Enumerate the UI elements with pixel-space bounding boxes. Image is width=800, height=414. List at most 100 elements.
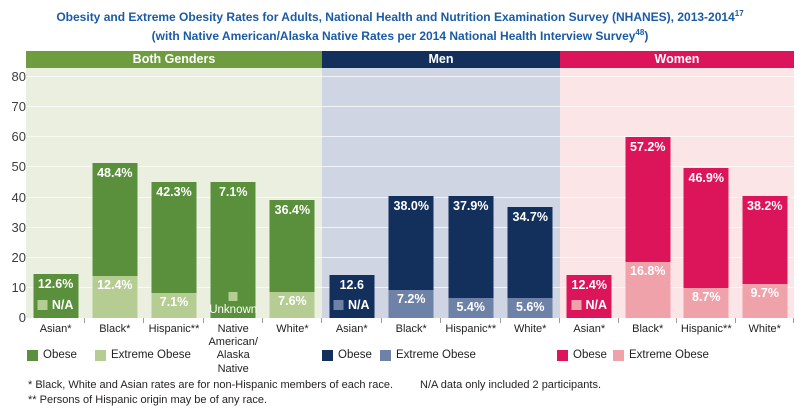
bar-value-label: 34.7% bbox=[512, 210, 548, 224]
extreme-obese-segment: 8.7% bbox=[683, 288, 729, 318]
grid-line bbox=[560, 106, 794, 108]
extreme-value-label: 9.7% bbox=[750, 286, 780, 300]
bar: 37.9% 5.4% bbox=[448, 196, 494, 318]
x-axis-tick bbox=[262, 318, 263, 323]
grid-line bbox=[26, 166, 322, 168]
legend-swatch bbox=[322, 349, 333, 361]
footnote-ref-17: 17 bbox=[734, 9, 744, 18]
chart-title-line1: Obesity and Extreme Obesity Rates for Ad… bbox=[0, 6, 800, 25]
bar-slots: 12.4% N/A 57.2% 16.8% 46.9% 8.7% 38.2% 9.7% bbox=[560, 68, 794, 318]
bar-value-label: 12.6 bbox=[339, 278, 364, 292]
legend-item: Extreme Obese bbox=[380, 349, 476, 361]
chart-panels: Both Genders 12.6% N/A 48.4% 12.4% 42.3% 7.1% 7… bbox=[26, 51, 794, 376]
x-axis-tick bbox=[143, 318, 144, 323]
bar-value-label: 7.1% bbox=[218, 185, 248, 199]
bar-slot: 37.9% 5.4% bbox=[441, 68, 501, 318]
bar-value-label: 12.6% bbox=[37, 277, 74, 291]
extreme-obese-segment: 16.8% bbox=[625, 262, 671, 318]
chart-title-line2-close: ) bbox=[644, 29, 649, 43]
grid-line bbox=[26, 76, 322, 77]
footnote-hispanic: ** Persons of Hispanic origin may be of … bbox=[28, 394, 268, 406]
legend-label: Extreme Obese bbox=[396, 349, 476, 361]
panel-header: Both Genders bbox=[26, 51, 322, 68]
x-axis-tick bbox=[735, 318, 736, 323]
legend-item: Obese bbox=[322, 349, 372, 361]
legend-label: Obese bbox=[43, 349, 77, 361]
y-axis-tick-label: 50 bbox=[11, 159, 26, 175]
category-label: White* bbox=[748, 323, 781, 335]
footnote-na: N/A data only included 2 participants. bbox=[420, 379, 602, 391]
na-label: N/A bbox=[347, 298, 370, 312]
unknown-label: Unknown bbox=[205, 292, 262, 316]
extreme-value-label: 16.8% bbox=[630, 264, 666, 278]
legend-swatch bbox=[95, 349, 106, 361]
panel-women: Women 12.4% N/A 57.2% 16.8% 46.9% 8.7% 38.2% 9.7… bbox=[560, 51, 794, 376]
bar: 57.2% 16.8% bbox=[625, 137, 671, 318]
bar-value-label: 57.2% bbox=[630, 140, 666, 154]
y-axis-tick-label: 60 bbox=[11, 129, 26, 145]
y-axis-tick-label: 80 bbox=[11, 69, 26, 84]
x-axis-tick bbox=[84, 318, 85, 323]
bar: 38.2% 9.7% bbox=[742, 196, 788, 318]
bar: 48.4% 12.4% bbox=[92, 163, 138, 318]
x-axis-tick bbox=[676, 318, 677, 323]
legend-label: Obese bbox=[338, 349, 372, 361]
bar: 34.7% 5.6% bbox=[507, 207, 553, 318]
legend-swatch bbox=[27, 349, 38, 361]
x-axis-tick bbox=[321, 318, 322, 323]
extreme-value-label: 5.6% bbox=[516, 300, 545, 314]
legend-item: Obese bbox=[557, 349, 607, 361]
legend-item: Extreme Obese bbox=[95, 349, 191, 361]
na-label: N/A bbox=[585, 298, 608, 312]
grid-line bbox=[322, 286, 560, 288]
y-axis-tick-label: 70 bbox=[11, 99, 26, 115]
bar-slot: 12.6% N/A bbox=[26, 68, 85, 318]
category-label: Black* bbox=[99, 323, 131, 335]
bar-slots: 12.6% N/A 48.4% 12.4% 42.3% 7.1% 7.1% Unknown 36… bbox=[26, 68, 322, 318]
na-row: N/A bbox=[329, 298, 374, 312]
grid-line bbox=[26, 106, 322, 108]
panel-men: Men 12.6 N/A 38.0% 7.2% 37.9% 5.4% 34.7% 5.6% Asi… bbox=[322, 51, 560, 376]
y-axis-tick-label: 30 bbox=[11, 219, 26, 235]
plot-area: 12.6% N/A 48.4% 12.4% 42.3% 7.1% 7.1% Unknown 36… bbox=[26, 68, 322, 323]
bar-slot: 12.6 N/A bbox=[322, 68, 382, 318]
extreme-value-label: 8.7% bbox=[692, 290, 721, 304]
extreme-value-label: 7.2% bbox=[397, 292, 426, 306]
grid-line bbox=[322, 166, 560, 168]
y-axis-tick-label: 0 bbox=[18, 310, 26, 325]
bar-slot: 48.4% 12.4% bbox=[85, 68, 144, 318]
grid-line bbox=[322, 256, 560, 258]
grid-line bbox=[560, 196, 794, 198]
legend-swatch bbox=[380, 349, 391, 361]
legend-label: Extreme Obese bbox=[629, 349, 709, 361]
extreme-obese-segment: 5.4% bbox=[448, 298, 494, 318]
na-row: N/A bbox=[567, 298, 612, 312]
bar: 38.0% 7.2% bbox=[388, 196, 434, 318]
bar: 7.1% Unknown bbox=[209, 182, 257, 318]
extreme-value-label: 5.4% bbox=[456, 300, 486, 314]
extreme-obese-segment: 7.1% bbox=[151, 293, 197, 318]
grid-line bbox=[322, 136, 560, 138]
grid-line bbox=[560, 76, 794, 77]
bar-slot: 38.2% 9.7% bbox=[736, 68, 795, 318]
bar-value-label: 12.4% bbox=[571, 278, 607, 292]
grid-line bbox=[322, 196, 560, 198]
category-labels: Asian* Black* Hispanic** Native American/ A… bbox=[26, 318, 322, 376]
extreme-obese-segment: 5.6% bbox=[507, 298, 553, 318]
category-label: Asian* bbox=[335, 323, 368, 335]
legend-label: Obese bbox=[573, 349, 607, 361]
bar-slot: 57.2% 16.8% bbox=[619, 68, 678, 318]
chart-title-line2-text: (with Native American/Alaska Native Rate… bbox=[151, 29, 636, 43]
grid-line bbox=[560, 166, 794, 168]
bar-value-label: 36.4% bbox=[274, 203, 311, 217]
category-label: Hispanic** bbox=[680, 323, 732, 335]
bar: 12.6% N/A bbox=[33, 274, 79, 318]
chart-title: Obesity and Extreme Obesity Rates for Ad… bbox=[0, 6, 800, 44]
category-label: Hispanic** bbox=[445, 323, 497, 335]
na-label: N/A bbox=[51, 298, 74, 312]
grid-line bbox=[560, 226, 794, 228]
bar: 36.4% 7.6% bbox=[269, 200, 315, 318]
category-label: Hispanic** bbox=[148, 323, 200, 335]
plot-area: 12.6 N/A 38.0% 7.2% 37.9% 5.4% 34.7% 5.6% bbox=[322, 68, 560, 323]
